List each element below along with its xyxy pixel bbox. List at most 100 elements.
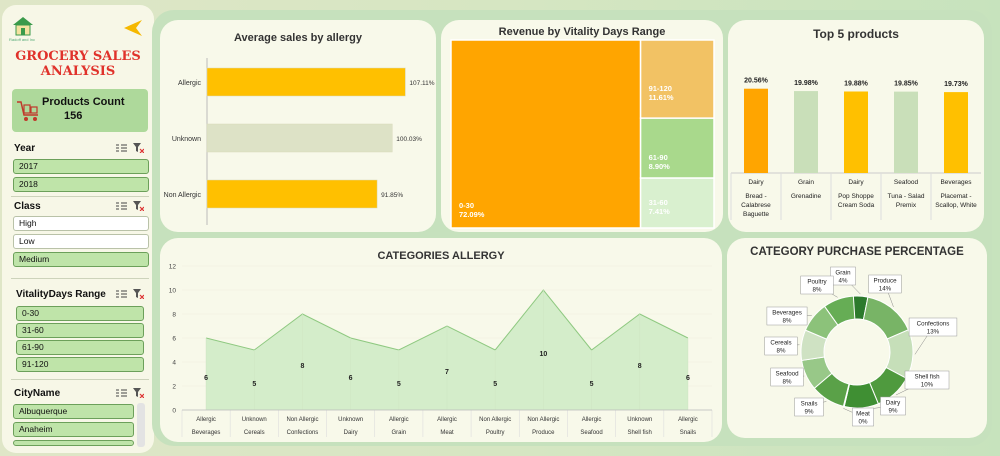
area-x-label-top: Unknown xyxy=(627,417,652,423)
class-item-high[interactable]: High xyxy=(13,216,149,231)
area-data-label: 8 xyxy=(301,363,305,370)
area-data-label: 8 xyxy=(638,363,642,370)
city-item-anaheim[interactable]: Anaheim xyxy=(13,422,134,437)
cart-icon xyxy=(17,101,38,121)
avg-sales-card: Average sales by allergy Allergic 107.11%… xyxy=(160,20,436,232)
products-count-value: 156 xyxy=(64,110,83,122)
class-item-low[interactable]: Low xyxy=(13,234,149,249)
clear-filter-icon[interactable] xyxy=(133,388,144,398)
area-data-label: 6 xyxy=(204,375,208,382)
city-scrollbar[interactable] xyxy=(137,403,145,447)
donut-label-box xyxy=(852,407,874,427)
sidebar: Radoff and Inc GROCERY SALES ANALYSIS Pr… xyxy=(2,5,154,453)
area-y-tick: 6 xyxy=(172,336,176,343)
categories-allergy-title: CATEGORIES ALLERGY xyxy=(377,250,505,262)
avg-sales-category-label: Unknown xyxy=(172,136,201,143)
donut-label-box xyxy=(904,370,950,390)
area-data-label: 7 xyxy=(445,369,449,376)
donut-data-label: 8% xyxy=(783,379,792,386)
donut-category-label: Cereals xyxy=(770,340,791,347)
donut-data-label: 13% xyxy=(927,329,940,336)
donut-label-box xyxy=(766,306,808,326)
avg-sales-bar xyxy=(206,67,406,97)
logo-caption: Radoff and Inc xyxy=(9,37,35,42)
vitality-item-61-90[interactable]: 61-90 xyxy=(16,340,144,355)
year-item-2018[interactable]: 2018 xyxy=(13,177,149,192)
treemap-category-label: 61-90 xyxy=(649,153,668,162)
top5-card: Top 5 products 20.56% Dairy Bread - Calabre… xyxy=(728,20,984,232)
avg-sales-data-label: 91.85% xyxy=(381,192,403,199)
year-item-2017[interactable]: 2017 xyxy=(13,159,149,174)
treemap-category-label: 0-30 xyxy=(459,201,474,210)
top5-product-label: Calabrese xyxy=(741,202,771,209)
top5-group-label: Dairy xyxy=(748,179,764,186)
avg-sales-chart: Allergic 107.11% Unknown 100.03% Non Allergi… xyxy=(164,58,435,225)
area-x-label-bottom: Snails xyxy=(680,430,696,436)
area-x-label-bottom: Grain xyxy=(391,430,406,436)
class-slicer-controls xyxy=(116,201,144,211)
clear-filter-icon[interactable] xyxy=(133,143,144,153)
category-purchase-title: CATEGORY PURCHASE PERCENTAGE xyxy=(750,246,964,258)
donut-label-box xyxy=(764,336,798,356)
avg-sales-data-label: 100.03% xyxy=(396,136,422,143)
company-logo-icon xyxy=(13,17,33,36)
donut-data-label: 8% xyxy=(783,318,792,325)
city-slicer-label: CityName xyxy=(14,388,61,399)
donut-data-label: 9% xyxy=(889,408,898,415)
area-y-tick: 8 xyxy=(172,312,176,319)
donut-category-label: Seafood xyxy=(775,371,799,378)
clear-filter-icon[interactable] xyxy=(133,289,144,299)
products-count-label: Products Count xyxy=(42,96,125,108)
back-arrow-icon[interactable] xyxy=(122,19,144,37)
vitality-item-0-30[interactable]: 0-30 xyxy=(16,306,144,321)
treemap-category-label: 31-60 xyxy=(649,198,668,207)
area-data-label: 5 xyxy=(493,381,497,388)
area-y-tick: 10 xyxy=(169,288,177,295)
city-item-partial[interactable] xyxy=(13,440,134,446)
top5-product-label: Placemat - xyxy=(940,193,971,200)
top5-product-label: Pop Shoppe xyxy=(838,193,874,200)
area-y-tick: 0 xyxy=(172,408,176,415)
top5-bar xyxy=(744,88,768,173)
donut-data-label: 9% xyxy=(805,409,814,416)
vitality-item-31-60[interactable]: 31-60 xyxy=(16,323,144,338)
area-x-label-top: Allergic xyxy=(389,417,409,423)
treemap-tile xyxy=(450,39,642,229)
area-x-label-top: Unknown xyxy=(338,417,363,423)
top5-data-label: 20.56% xyxy=(744,78,769,85)
multi-select-icon[interactable] xyxy=(116,201,127,211)
multi-select-icon[interactable] xyxy=(116,388,127,398)
donut-data-label: 0% xyxy=(859,419,868,426)
vitality-item-91-120[interactable]: 91-120 xyxy=(16,357,144,372)
top5-bar xyxy=(844,91,868,173)
area-x-label-bottom: Beverages xyxy=(192,430,221,436)
donut-data-label: 4% xyxy=(839,278,848,285)
class-item-medium[interactable]: Medium xyxy=(13,252,149,267)
area-x-label-bottom: Dairy xyxy=(344,430,358,436)
top5-product-label: Tuna - Salad xyxy=(888,193,925,200)
top5-product-label: Premix xyxy=(896,202,917,209)
donut-data-label: 8% xyxy=(777,348,786,355)
clear-filter-icon[interactable] xyxy=(133,201,144,211)
area-x-label-bottom: Cereals xyxy=(244,430,265,436)
vitality-slicer-label: VitalityDays Range xyxy=(16,289,106,300)
slicer-divider xyxy=(11,196,149,197)
year-slicer-label: Year xyxy=(14,143,36,154)
avg-sales-bar xyxy=(206,123,393,153)
categories-allergy-card: CATEGORIES ALLERGY 0 2 4 6 8 10 12 6 Allergic Bev… xyxy=(160,238,722,442)
donut-category-label: Shell fish xyxy=(914,374,940,381)
area-x-label-top: Non Allergic xyxy=(286,417,318,423)
area-data-label: 5 xyxy=(397,381,401,388)
donut-category-label: Beverages xyxy=(772,310,802,317)
city-item-albuquerque[interactable]: Albuquerque xyxy=(13,404,134,419)
area-x-label-bottom: Shell fish xyxy=(628,430,652,436)
treemap-tile xyxy=(639,177,715,229)
treemap-data-label: 72.09% xyxy=(459,210,485,219)
multi-select-icon[interactable] xyxy=(116,289,127,299)
donut-category-label: Meat xyxy=(856,411,870,418)
multi-select-icon[interactable] xyxy=(116,143,127,153)
area-x-label-top: Allergic xyxy=(678,417,698,423)
treemap-tile xyxy=(639,39,715,119)
